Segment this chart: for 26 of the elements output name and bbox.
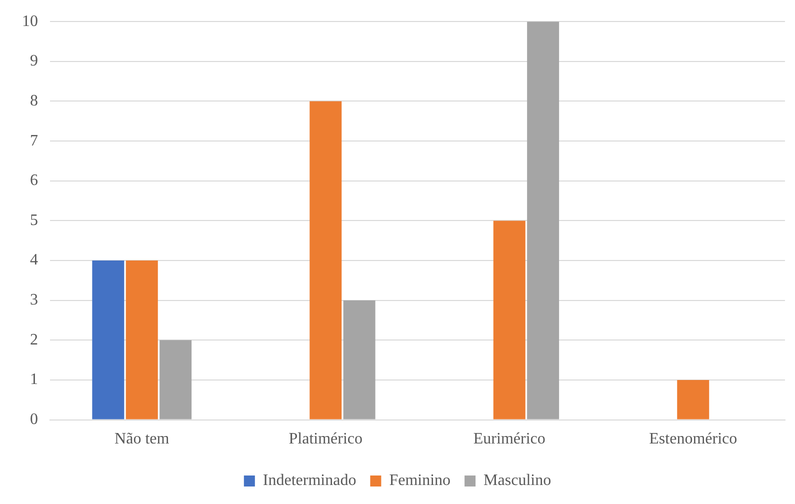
legend-label: Feminino [389,472,451,490]
x-tick-label: Estenomérico [649,430,738,448]
y-tick-label: 5 [30,212,38,229]
bar [92,260,124,420]
y-tick-label: 7 [30,132,38,150]
bar [310,101,342,420]
legend-label: Masculino [484,472,552,490]
bar [343,300,376,420]
bar [677,380,710,420]
y-tick-label: 3 [30,292,38,309]
bar [160,340,192,420]
bar [527,22,560,420]
bar [493,220,526,420]
y-tick-label: 6 [30,172,38,190]
bar [126,260,158,420]
y-tick-label: 2 [30,331,38,348]
x-tick-label: Não tem [114,430,170,448]
legend-label: Indeterminado [262,472,356,490]
y-tick-label: 0 [30,411,38,428]
x-tick-label: Platimérico [288,430,363,448]
y-tick-label: 9 [30,52,38,70]
y-tick-label: 8 [30,92,38,110]
y-tick-label: 1 [30,371,38,388]
y-tick-label: 10 [22,12,38,30]
x-tick-label: Eurimérico [473,430,546,448]
y-tick-label: 4 [30,252,38,269]
